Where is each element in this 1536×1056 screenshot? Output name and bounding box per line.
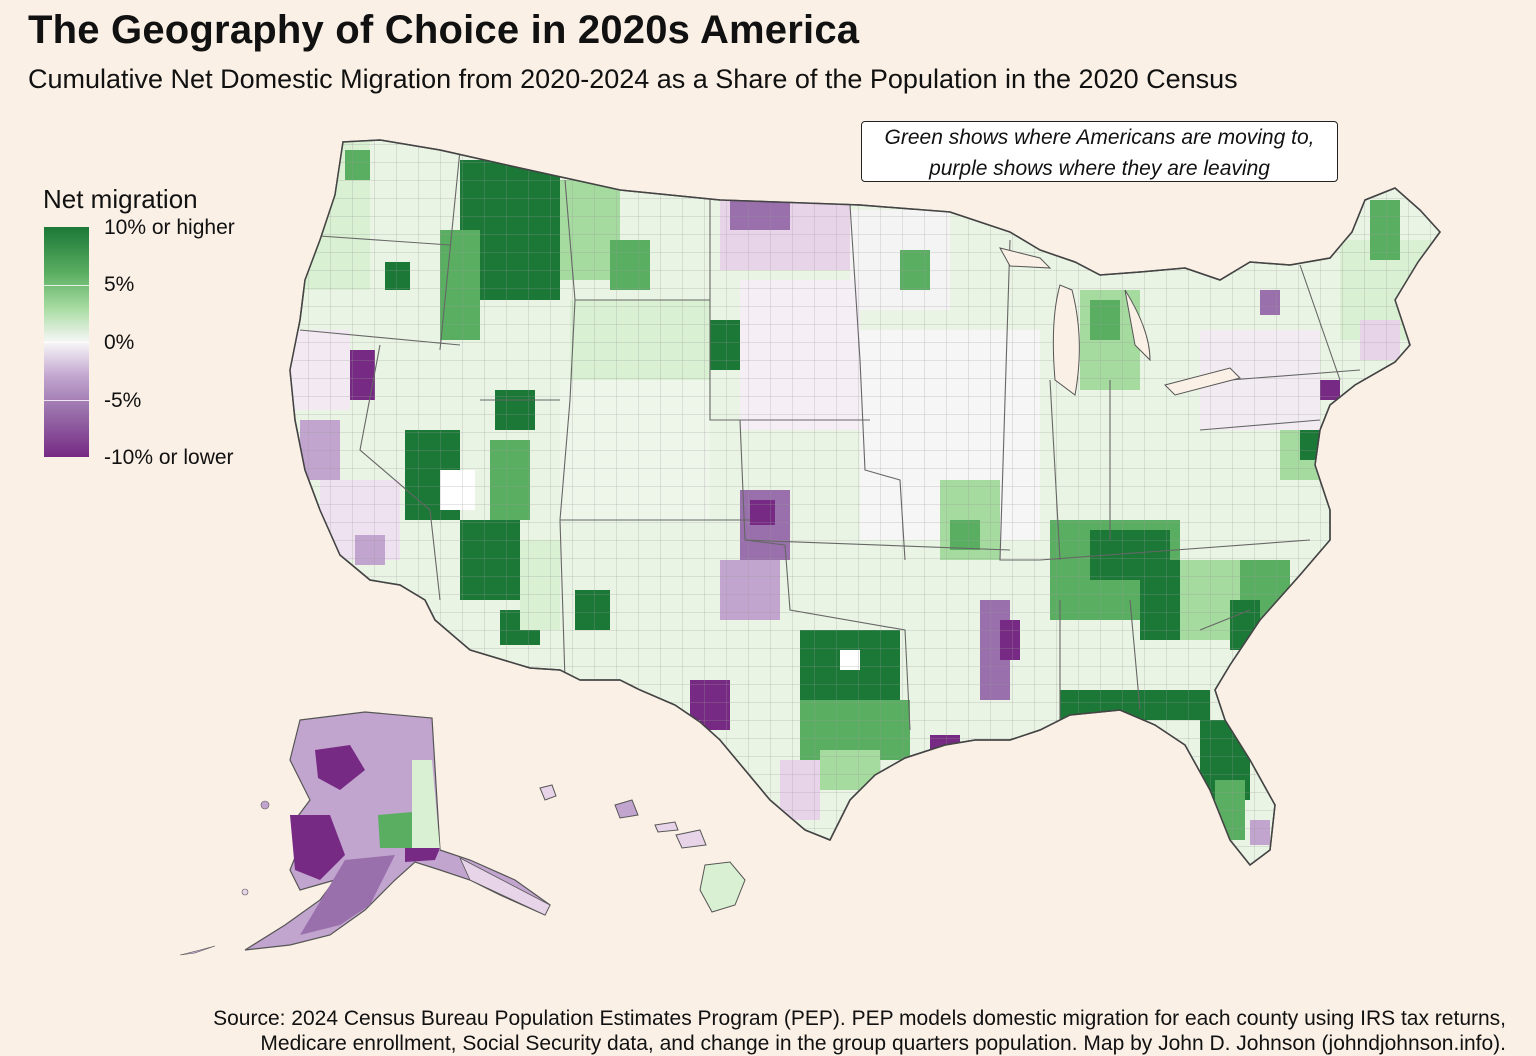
legend-label-5: 5% — [104, 273, 135, 296]
source-line-1: Source: 2024 Census Bureau Population Es… — [213, 1007, 1506, 1030]
hawaii — [539, 784, 746, 913]
legend-label-low: -10% or lower — [104, 446, 234, 469]
legend-tick — [44, 342, 89, 343]
legend-tick — [44, 285, 89, 286]
legend-title: Net migration — [43, 184, 198, 214]
legend-label-neg5: -5% — [104, 389, 142, 412]
legend-label-0: 0% — [104, 331, 135, 354]
annotation-box: Green shows where Americans are moving t… — [861, 121, 1338, 182]
source-note: Source: 2024 Census Bureau Population Es… — [26, 1006, 1506, 1056]
legend-tick — [44, 400, 89, 401]
annotation-line-2: purple shows where they are leaving — [929, 157, 1270, 180]
source-line-2: Medicare enrollment, Social Security dat… — [260, 1032, 1506, 1055]
map-subtitle: Cumulative Net Domestic Migration from 2… — [28, 64, 1238, 94]
contiguous-us — [289, 139, 1441, 866]
annotation-line-1: Green shows where Americans are moving t… — [884, 126, 1315, 149]
map-title: The Geography of Choice in 2020s America — [28, 8, 860, 52]
alaska — [179, 711, 551, 956]
legend-label-high: 10% or higher — [104, 216, 235, 239]
